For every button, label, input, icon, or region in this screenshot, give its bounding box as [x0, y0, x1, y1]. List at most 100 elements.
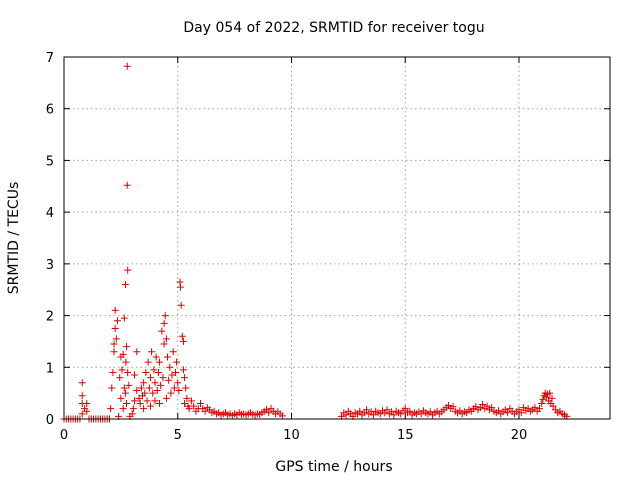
- data-point: [140, 405, 148, 413]
- data-point: [342, 411, 350, 419]
- data-point: [110, 348, 118, 356]
- data-point: [183, 394, 191, 402]
- data-point: [112, 335, 120, 343]
- data-point: [142, 368, 150, 376]
- data-point: [144, 358, 152, 366]
- data-point: [173, 358, 181, 366]
- data-point: [131, 397, 139, 405]
- data-point: [78, 379, 86, 387]
- data-point: [78, 392, 86, 400]
- y-tick-label: 6: [46, 103, 54, 118]
- data-point: [449, 403, 457, 411]
- data-point: [109, 368, 117, 376]
- data-point: [158, 327, 166, 335]
- data-point: [111, 306, 119, 314]
- data-point: [406, 407, 414, 415]
- data-point: [122, 358, 130, 366]
- data-point: [107, 405, 115, 413]
- data-point: [164, 353, 172, 361]
- data-point: [369, 411, 377, 419]
- data-point: [123, 181, 131, 189]
- y-axis-title: SRMTID / TECUs: [6, 182, 22, 295]
- data-point: [140, 379, 148, 387]
- data-point: [162, 394, 170, 402]
- data-point: [159, 374, 167, 382]
- x-tick-label: 20: [511, 428, 528, 443]
- data-point: [538, 399, 546, 407]
- data-point: [153, 387, 161, 395]
- data-point: [143, 397, 151, 405]
- data-point: [121, 389, 129, 397]
- data-point: [167, 389, 175, 397]
- data-point: [133, 348, 141, 356]
- data-point: [175, 387, 183, 395]
- data-point: [151, 397, 159, 405]
- data-point: [141, 389, 149, 397]
- data-point: [83, 399, 91, 407]
- data-point: [124, 368, 132, 376]
- y-tick-label: 3: [46, 258, 54, 273]
- data-point: [108, 384, 116, 392]
- data-point: [548, 394, 556, 402]
- data-point: [165, 376, 173, 384]
- data-point: [179, 366, 187, 374]
- data-point: [504, 409, 512, 417]
- data-point: [124, 266, 132, 274]
- data-point: [401, 405, 409, 413]
- data-point: [157, 381, 165, 389]
- data-point: [149, 389, 157, 397]
- data-point: [119, 350, 127, 358]
- data-point: [531, 404, 539, 412]
- data-point: [125, 381, 133, 389]
- data-point: [119, 405, 127, 413]
- data-point: [169, 348, 177, 356]
- data-point: [483, 402, 491, 410]
- data-point: [176, 283, 184, 291]
- data-point: [549, 402, 557, 410]
- data-point: [383, 406, 391, 414]
- data-point: [185, 405, 193, 413]
- data-point: [488, 404, 496, 412]
- x-tick-label: 5: [174, 428, 182, 443]
- x-axis-title: GPS time / hours: [275, 459, 392, 475]
- x-tick-label: 10: [283, 428, 300, 443]
- data-point: [146, 374, 154, 382]
- data-point: [160, 319, 168, 327]
- y-tick-label: 5: [46, 154, 54, 169]
- data-point: [156, 358, 164, 366]
- data-point: [190, 402, 198, 410]
- y-tick-label: 0: [46, 413, 54, 428]
- data-point: [152, 353, 160, 361]
- data-point: [129, 405, 137, 413]
- data-point: [123, 62, 131, 70]
- data-point: [136, 399, 144, 407]
- data-point: [146, 402, 154, 410]
- data-point: [174, 379, 182, 387]
- data-point: [78, 410, 86, 418]
- data-point: [542, 393, 550, 401]
- y-tick-label: 1: [46, 361, 54, 376]
- data-point: [145, 384, 153, 392]
- chart-title: Day 054 of 2022, SRMTID for receiver tog…: [183, 20, 484, 36]
- data-point: [131, 371, 139, 379]
- data-point: [265, 409, 273, 417]
- data-point: [187, 397, 195, 405]
- data-point: [118, 366, 126, 374]
- data-point: [517, 409, 525, 417]
- data-point: [162, 335, 170, 343]
- data-point: [201, 407, 209, 415]
- data-point: [128, 410, 136, 418]
- x-tick-label: 15: [397, 428, 414, 443]
- data-point: [113, 317, 121, 325]
- data-point: [363, 406, 371, 414]
- data-point: [148, 348, 156, 356]
- data-point: [110, 340, 118, 348]
- data-point: [133, 387, 141, 395]
- data-point: [546, 389, 554, 397]
- data-point: [178, 332, 186, 340]
- data-point: [177, 301, 185, 309]
- data-point: [151, 379, 159, 387]
- data-point: [120, 384, 128, 392]
- data-point: [116, 374, 124, 382]
